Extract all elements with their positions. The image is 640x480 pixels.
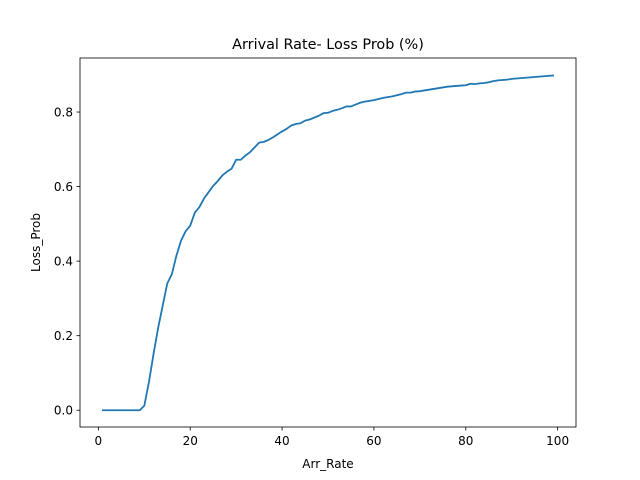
y-tick-label: 0.4 [54,255,73,269]
plot-area [102,74,555,412]
x-axis-label: Arr_Rate [302,457,353,471]
y-tick-label: 0.2 [54,329,73,343]
y-axis-label: Loss_Prob [29,213,43,272]
x-tick-label: 20 [183,434,198,448]
series-line [102,74,555,412]
y-tick-label: 0.6 [54,180,73,194]
axes-frame [79,57,577,428]
x-tick-label: 80 [458,434,473,448]
axis-ticks: 0 20 40 60 80 100 0.0 0.2 0.4 0.6 0.8 [54,106,569,448]
y-tick-label: 0.0 [54,404,73,418]
x-tick-label: 40 [274,434,289,448]
x-tick-label: 100 [546,434,569,448]
x-tick-label: 0 [95,434,103,448]
x-tick-label: 60 [366,434,381,448]
y-tick-label: 0.8 [54,106,73,120]
chart-title: Arrival Rate- Loss Prob (%) [232,37,424,53]
